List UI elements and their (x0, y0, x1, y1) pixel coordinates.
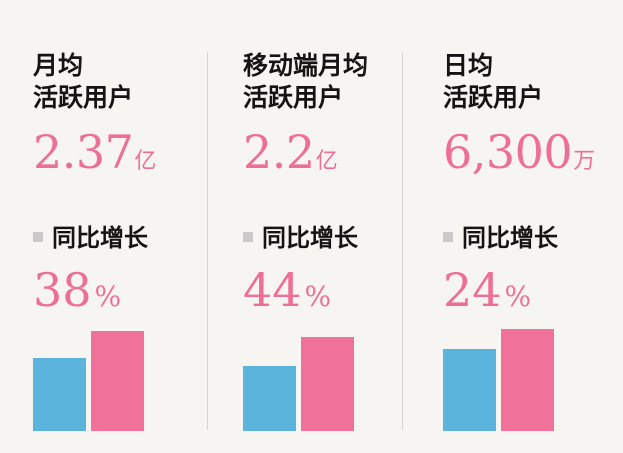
growth-value: 38% (33, 262, 121, 318)
growth-value-number: 24 (443, 263, 502, 317)
growth-value-number: 44 (243, 263, 302, 317)
stat-value-number: 2.2 (243, 125, 315, 179)
bullet-square-icon (443, 231, 453, 242)
stat-title: 日均 活跃用户 (443, 51, 544, 112)
stat-title: 月均 活跃用户 (33, 51, 134, 112)
bullet-square-icon (33, 231, 43, 242)
stat-value-number: 2.37 (33, 125, 134, 179)
stat-value-unit: 亿 (134, 149, 157, 174)
bar-current (301, 337, 354, 431)
bar-previous (243, 366, 296, 431)
stat-value-unit: 万 (573, 149, 596, 174)
stat-value-number: 6,300 (443, 125, 573, 179)
stat-value: 2.37亿 (33, 124, 156, 180)
growth-value-unit: % (504, 280, 532, 313)
stat-title: 移动端月均 活跃用户 (243, 51, 369, 112)
bar-chart (243, 337, 354, 431)
stat-value-unit: 亿 (315, 149, 338, 174)
stat-column-mobile-monthly-active: 移动端月均 活跃用户 2.2亿 同比增长 44% (243, 0, 398, 453)
stat-value: 6,300万 (443, 124, 595, 180)
growth-label: 同比增长 (33, 223, 148, 253)
growth-value-unit: % (94, 280, 122, 313)
stat-column-monthly-active: 月均 活跃用户 2.37亿 同比增长 38% (33, 0, 203, 453)
growth-label: 同比增长 (243, 223, 358, 253)
growth-value-number: 38 (33, 263, 92, 317)
bar-current (501, 329, 554, 431)
growth-value-unit: % (304, 280, 332, 313)
bar-current (91, 331, 144, 431)
column-divider (402, 52, 403, 430)
growth-value: 44% (243, 262, 331, 318)
bar-previous (443, 349, 496, 431)
bullet-square-icon (243, 231, 253, 242)
bar-chart (443, 329, 554, 431)
bar-previous (33, 358, 86, 431)
growth-value: 24% (443, 262, 531, 318)
column-divider (207, 52, 208, 430)
growth-label: 同比增长 (443, 223, 558, 253)
stat-column-daily-active: 日均 活跃用户 6,300万 同比增长 24% (443, 0, 618, 453)
stat-value: 2.2亿 (243, 124, 338, 180)
bar-chart (33, 331, 144, 431)
